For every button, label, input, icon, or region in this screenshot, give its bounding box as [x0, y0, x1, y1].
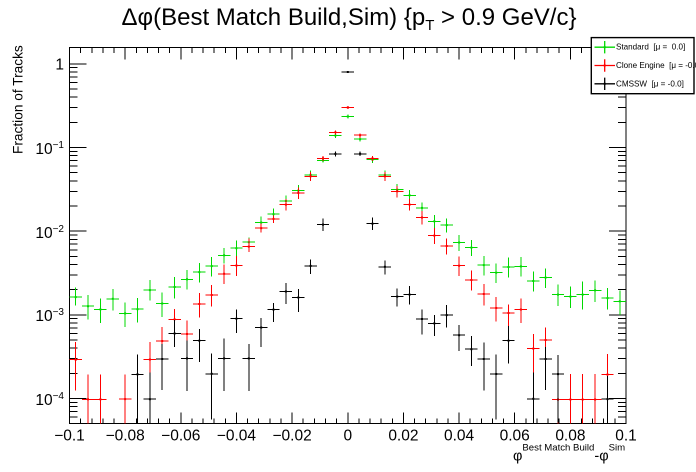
svg-text:0.08: 0.08 [555, 428, 585, 445]
svg-text:−0.04: −0.04 [217, 428, 257, 445]
svg-text:0.1: 0.1 [615, 428, 637, 445]
svg-text:−0.1: −0.1 [54, 428, 85, 445]
svg-text:CMSSW [μ = -0.0]: CMSSW [μ = -0.0] [616, 79, 684, 88]
svg-text:0.04: 0.04 [444, 428, 475, 445]
svg-text:1: 1 [55, 57, 64, 74]
svg-text:−0.06: −0.06 [161, 428, 200, 445]
svg-text:0: 0 [343, 428, 352, 445]
svg-text:0.02: 0.02 [388, 428, 418, 445]
svg-text:0.06: 0.06 [500, 428, 530, 445]
svg-text:Δφ(Best Match Build,Sim) {pT >: Δφ(Best Match Build,Sim) {pT > 0.9 GeV/c… [122, 4, 577, 34]
svg-text:−0.02: −0.02 [272, 428, 311, 445]
svg-text:Fraction of Tracks: Fraction of Tracks [11, 45, 26, 154]
svg-text:−0.08: −0.08 [106, 428, 145, 445]
svg-text:Clone Engine [μ = -0.0]: Clone Engine [μ = -0.0] [616, 61, 696, 70]
svg-text:Standard [μ = 0.0]: Standard [μ = 0.0] [616, 43, 685, 52]
